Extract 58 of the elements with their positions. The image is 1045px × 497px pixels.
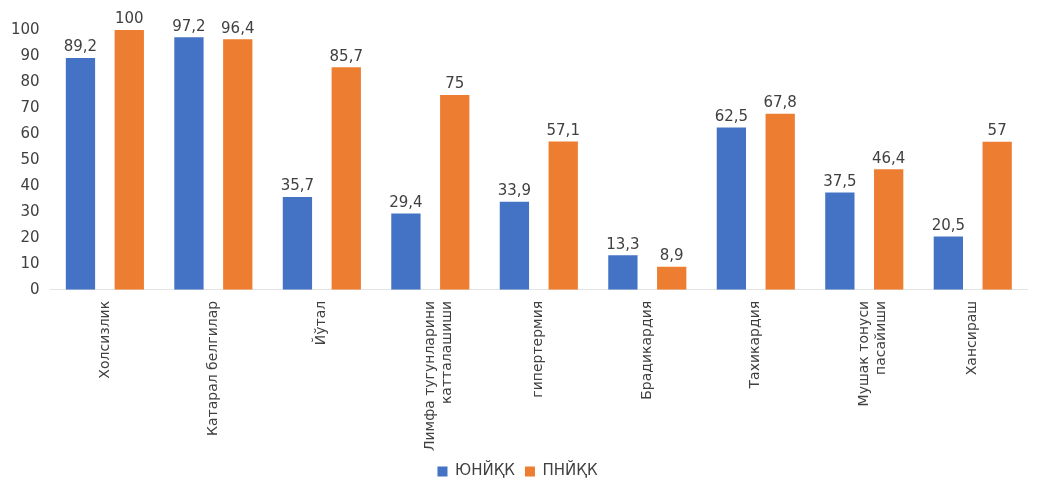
y-tick-label: 10 — [20, 253, 40, 272]
y-tick-label: 100 — [10, 19, 40, 38]
data-label: 62,5 — [714, 106, 749, 125]
x-tick-label: Йўтал — [311, 300, 329, 346]
data-label: 89,2 — [63, 37, 98, 56]
data-label: 67,8 — [763, 93, 797, 112]
data-label: 46,4 — [871, 148, 906, 167]
bar — [825, 192, 855, 290]
bar — [65, 58, 96, 290]
data-label: 35,7 — [280, 176, 315, 195]
bar — [765, 113, 795, 290]
y-tick-label: 40 — [20, 175, 40, 194]
bar — [657, 266, 687, 290]
bar — [608, 255, 638, 290]
y-tick-label: 60 — [20, 123, 40, 142]
y-tick-label: 90 — [20, 45, 40, 64]
bar — [174, 37, 204, 290]
data-label: 100 — [114, 9, 144, 28]
data-label: 97,2 — [172, 16, 206, 35]
y-tick-label: 80 — [20, 71, 40, 90]
data-label: 33,9 — [497, 181, 532, 200]
bar — [933, 236, 963, 290]
bar — [114, 30, 144, 290]
data-label: 8,9 — [659, 246, 684, 265]
x-tick-label: Мушак тонуси пасайиши — [854, 300, 888, 407]
bar — [440, 94, 470, 290]
bar — [874, 169, 904, 290]
bar — [282, 197, 313, 290]
y-tick-label: 0 — [30, 279, 40, 298]
data-label: 57 — [987, 121, 1007, 140]
x-tick-label: Тахикардия — [746, 300, 763, 390]
data-label: 96,4 — [221, 18, 255, 37]
legend-label: ЮНЙҚК — [454, 460, 516, 480]
data-label: 37,5 — [823, 171, 857, 190]
y-tick-label: 70 — [20, 97, 40, 116]
bar — [548, 141, 578, 290]
x-tick-label: Катарал белгилар — [204, 300, 220, 436]
x-tick-label: Лимфа тугунларини катталашиши — [420, 300, 454, 451]
data-label: 57,1 — [546, 120, 580, 139]
bar — [331, 67, 361, 290]
x-tick-label: Хансираш — [963, 300, 980, 376]
data-label: 75 — [445, 74, 465, 93]
bar — [391, 213, 421, 290]
bar — [223, 39, 253, 290]
x-tick-label: гипертермия — [529, 300, 546, 398]
data-label: 20,5 — [931, 215, 966, 234]
y-tick-label: 50 — [20, 149, 40, 168]
data-label: 85,7 — [329, 46, 363, 65]
y-tick-label: 20 — [20, 227, 40, 246]
y-tick-label: 30 — [20, 201, 40, 220]
data-label: 29,4 — [389, 192, 423, 211]
legend-label: ПНЙҚК — [542, 460, 598, 480]
x-tick-label: Брадикардия — [637, 300, 654, 400]
x-tick-label: Холсизлик — [95, 300, 112, 379]
bar — [499, 201, 530, 290]
data-label: 13,3 — [606, 234, 640, 253]
bar — [982, 141, 1012, 290]
bar — [716, 127, 747, 290]
